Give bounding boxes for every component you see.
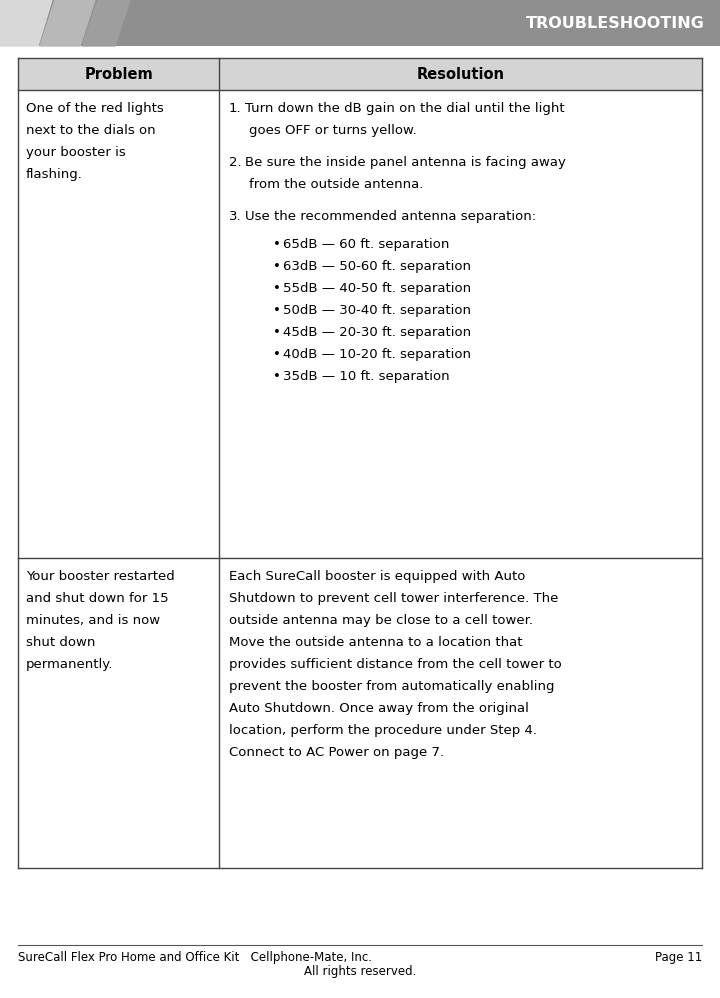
Text: 40dB — 10-20 ft. separation: 40dB — 10-20 ft. separation bbox=[283, 348, 471, 361]
Text: SureCall Flex Pro Home and Office Kit   Cellphone-Mate, Inc.: SureCall Flex Pro Home and Office Kit Ce… bbox=[18, 951, 372, 964]
Text: and shut down for 15: and shut down for 15 bbox=[26, 592, 168, 605]
Text: 45dB — 20-30 ft. separation: 45dB — 20-30 ft. separation bbox=[283, 326, 471, 339]
Text: from the outside antenna.: from the outside antenna. bbox=[249, 178, 423, 191]
Text: Connect to AC Power on page 7.: Connect to AC Power on page 7. bbox=[229, 746, 444, 759]
Text: 3.: 3. bbox=[229, 210, 242, 223]
Text: next to the dials on: next to the dials on bbox=[26, 124, 156, 137]
Text: provides sufficient distance from the cell tower to: provides sufficient distance from the ce… bbox=[229, 658, 562, 671]
Polygon shape bbox=[40, 0, 95, 46]
Text: 35dB — 10 ft. separation: 35dB — 10 ft. separation bbox=[283, 370, 449, 383]
Text: 1.: 1. bbox=[229, 102, 242, 115]
Text: flashing.: flashing. bbox=[26, 168, 83, 181]
Bar bbox=[18, 58, 702, 90]
Text: Problem: Problem bbox=[84, 67, 153, 82]
Text: location, perform the procedure under Step 4.: location, perform the procedure under St… bbox=[229, 724, 537, 737]
Text: Each SureCall booster is equipped with Auto: Each SureCall booster is equipped with A… bbox=[229, 570, 526, 583]
Text: •: • bbox=[273, 370, 281, 383]
Text: Be sure the inside panel antenna is facing away: Be sure the inside panel antenna is faci… bbox=[245, 156, 566, 169]
Text: Your booster restarted: Your booster restarted bbox=[26, 570, 175, 583]
Text: your booster is: your booster is bbox=[26, 146, 126, 159]
Text: •: • bbox=[273, 260, 281, 273]
Text: Auto Shutdown. Once away from the original: Auto Shutdown. Once away from the origin… bbox=[229, 702, 529, 715]
Text: •: • bbox=[273, 282, 281, 295]
Polygon shape bbox=[82, 0, 130, 46]
Text: Shutdown to prevent cell tower interference. The: Shutdown to prevent cell tower interfere… bbox=[229, 592, 559, 605]
Text: Resolution: Resolution bbox=[416, 67, 505, 82]
Text: permanently.: permanently. bbox=[26, 658, 113, 671]
Bar bbox=[0, 0, 720, 46]
Polygon shape bbox=[0, 0, 52, 46]
Text: outside antenna may be close to a cell tower.: outside antenna may be close to a cell t… bbox=[229, 614, 533, 627]
Text: All rights reserved.: All rights reserved. bbox=[304, 965, 416, 978]
Text: One of the red lights: One of the red lights bbox=[26, 102, 163, 115]
Text: 55dB — 40-50 ft. separation: 55dB — 40-50 ft. separation bbox=[283, 282, 471, 295]
Text: Use the recommended antenna separation:: Use the recommended antenna separation: bbox=[245, 210, 536, 223]
Text: goes OFF or turns yellow.: goes OFF or turns yellow. bbox=[249, 124, 417, 137]
Text: •: • bbox=[273, 326, 281, 339]
Text: 50dB — 30-40 ft. separation: 50dB — 30-40 ft. separation bbox=[283, 304, 471, 317]
Text: Turn down the dB gain on the dial until the light: Turn down the dB gain on the dial until … bbox=[245, 102, 564, 115]
Text: 65dB — 60 ft. separation: 65dB — 60 ft. separation bbox=[283, 238, 449, 251]
Text: •: • bbox=[273, 238, 281, 251]
Text: prevent the booster from automatically enabling: prevent the booster from automatically e… bbox=[229, 680, 554, 693]
Text: Page 11: Page 11 bbox=[654, 951, 702, 964]
Text: TROUBLESHOOTING: TROUBLESHOOTING bbox=[526, 16, 705, 31]
Text: Move the outside antenna to a location that: Move the outside antenna to a location t… bbox=[229, 636, 523, 649]
Text: 2.: 2. bbox=[229, 156, 242, 169]
Text: •: • bbox=[273, 348, 281, 361]
Text: •: • bbox=[273, 304, 281, 317]
Text: 63dB — 50-60 ft. separation: 63dB — 50-60 ft. separation bbox=[283, 260, 471, 273]
Text: shut down: shut down bbox=[26, 636, 95, 649]
Text: minutes, and is now: minutes, and is now bbox=[26, 614, 160, 627]
